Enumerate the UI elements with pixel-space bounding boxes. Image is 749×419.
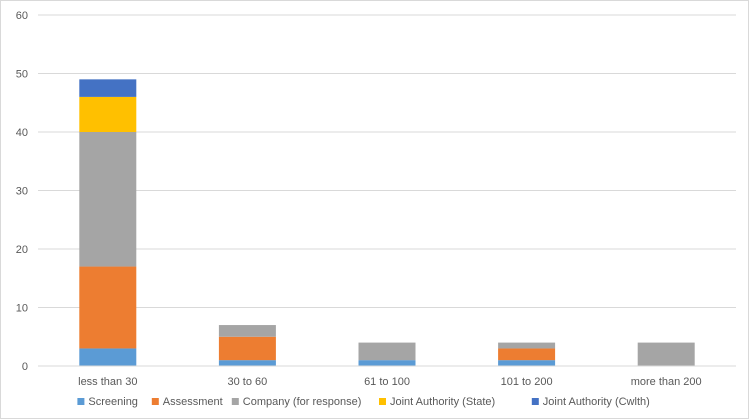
y-tick-label: 50 (16, 69, 28, 81)
y-tick-label: 10 (16, 303, 28, 315)
y-tick-label: 40 (16, 127, 28, 139)
y-tick-label: 60 (16, 10, 28, 22)
bar-segment (498, 360, 556, 366)
x-tick-label: 30 to 60 (228, 376, 268, 388)
bar-segment (637, 342, 695, 366)
legend: Screening Assessment Company (for response… (77, 396, 650, 408)
x-tick-label: 101 to 200 (501, 376, 553, 388)
legend-label: Company (for response) (243, 396, 362, 408)
bar-segment (79, 266, 137, 349)
legend-swatch (151, 398, 159, 405)
legend-label: Screening (88, 396, 138, 408)
bar-segment (498, 342, 556, 349)
y-tick-label: 0 (22, 361, 28, 373)
bar-segment (79, 96, 137, 132)
bar-segment (218, 325, 276, 337)
legend-label: Joint Authority (Cwlth) (543, 396, 650, 408)
legend-label: Joint Authority (State) (390, 396, 495, 408)
bar-segment (218, 360, 276, 366)
legend-label: Assessment (163, 396, 223, 408)
bar-segment (79, 132, 137, 267)
bar-segment (79, 348, 137, 366)
legend-swatch (531, 398, 539, 405)
bars (79, 79, 695, 366)
legend-swatch (379, 398, 386, 405)
bar-segment (498, 348, 556, 361)
y-tick-label: 30 (16, 186, 28, 198)
y-tick-label: 20 (16, 244, 28, 256)
gridlines (38, 14, 736, 308)
y-axis-ticks: 0 10 20 30 40 50 60 (16, 10, 28, 373)
bar-segment (218, 336, 276, 361)
legend-swatch (77, 398, 85, 405)
legend-swatch (231, 398, 239, 405)
bar-segment (358, 360, 416, 366)
bar-segment (79, 79, 137, 97)
x-axis-ticks: less than 30 30 to 60 61 to 100 101 to 200 m… (78, 376, 702, 388)
x-tick-label: less than 30 (78, 376, 137, 388)
x-tick-label: more than 200 (631, 376, 702, 388)
x-tick-label: 61 to 100 (364, 376, 410, 388)
bar-segment (358, 342, 416, 361)
